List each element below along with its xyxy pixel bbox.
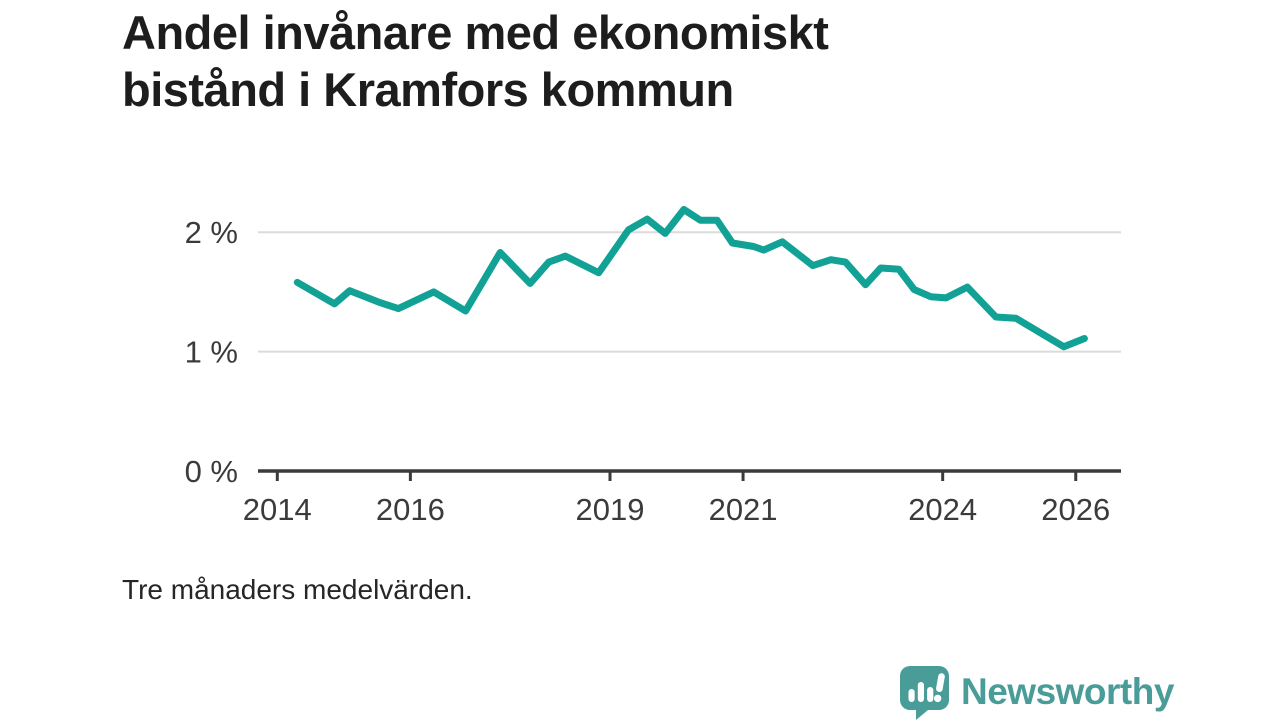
x-axis-label-2014: 2014 <box>243 492 312 527</box>
x-axis-label-2016: 2016 <box>376 492 445 527</box>
newsworthy-logo-icon <box>900 666 949 720</box>
chart-title-line-1: Andel invånare med ekonomiskt <box>122 6 829 59</box>
y-axis-label-1: 1 % <box>185 335 238 370</box>
y-axis-label-0: 0 % <box>185 454 238 489</box>
exclamation-glyph <box>933 673 945 703</box>
x-axis-label-2026: 2026 <box>1041 492 1110 527</box>
speech-bubble-shape <box>900 666 949 720</box>
x-axis-label-2024: 2024 <box>908 492 977 527</box>
x-axis-label-2019: 2019 <box>576 492 645 527</box>
chart-title-line-2: bistånd i Kramfors kommun <box>122 63 734 116</box>
y-axis-label-2: 2 % <box>185 215 238 250</box>
chart-title: Andel invånare med ekonomiskt bistånd i … <box>122 4 1102 118</box>
chart-footnote: Tre månaders medelvärden. <box>122 574 473 605</box>
bar-chart-glyph <box>908 682 934 702</box>
newsworthy-logo: Newsworthy <box>898 664 1174 720</box>
data-series-line-0 <box>293 206 1088 351</box>
x-axis-label-2021: 2021 <box>709 492 778 527</box>
newsworthy-logo-text: Newsworthy <box>961 671 1174 712</box>
